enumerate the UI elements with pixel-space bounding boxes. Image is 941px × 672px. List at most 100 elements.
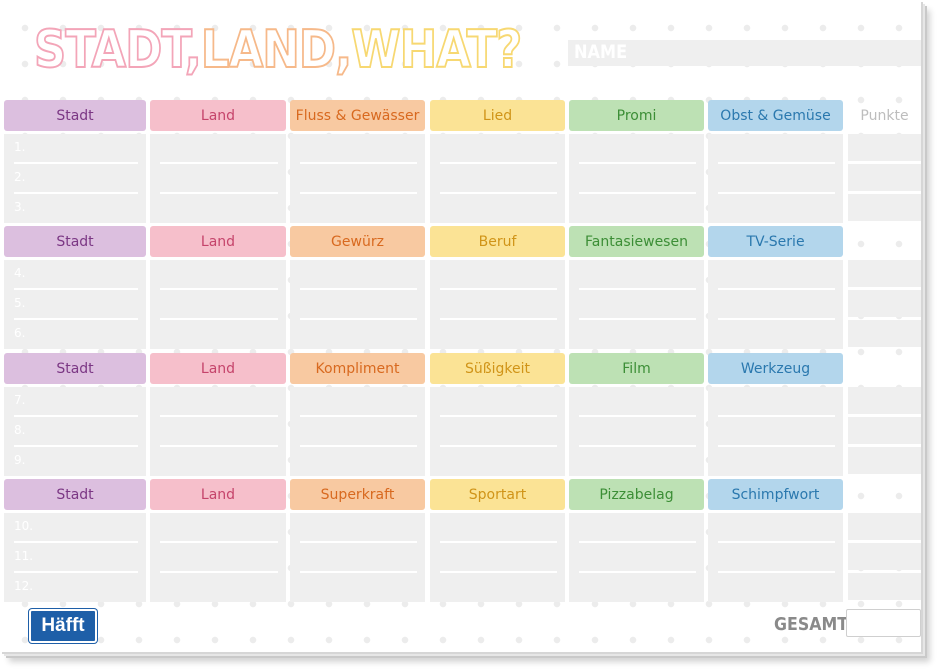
gesamt-total-field[interactable] xyxy=(846,609,921,637)
category-header: Stadt xyxy=(4,479,146,510)
answer-cell[interactable] xyxy=(4,513,146,602)
row-divider xyxy=(14,162,138,164)
row-divider xyxy=(440,288,557,290)
row-divider xyxy=(718,162,835,164)
row-divider xyxy=(579,288,696,290)
category-header: Fantasiewesen xyxy=(569,226,704,257)
answer-cell[interactable] xyxy=(708,134,843,223)
row-number: 3. xyxy=(14,200,26,214)
row-divider xyxy=(14,415,138,417)
answer-cell[interactable] xyxy=(290,134,425,223)
gesamt-label: GESAMT: xyxy=(774,614,854,635)
row-divider xyxy=(300,318,417,320)
row-divider xyxy=(160,318,278,320)
answer-cell[interactable] xyxy=(150,513,286,602)
answer-cell[interactable] xyxy=(290,513,425,602)
row-number: 4. xyxy=(14,266,26,280)
name-field[interactable]: NAME xyxy=(568,40,921,66)
points-cell[interactable] xyxy=(848,543,921,570)
row-divider xyxy=(579,445,696,447)
row-divider xyxy=(440,571,557,573)
points-cell[interactable] xyxy=(848,320,921,347)
category-header: TV-Serie xyxy=(708,226,843,257)
answer-cell[interactable] xyxy=(4,387,146,476)
row-divider xyxy=(718,541,835,543)
points-cell[interactable] xyxy=(848,513,921,540)
row-divider xyxy=(14,288,138,290)
answer-cell[interactable] xyxy=(569,134,704,223)
answer-cell[interactable] xyxy=(290,387,425,476)
row-divider xyxy=(300,288,417,290)
answer-cell[interactable] xyxy=(430,134,565,223)
row-divider xyxy=(440,445,557,447)
row-number: 1. xyxy=(14,140,26,154)
row-divider xyxy=(300,571,417,573)
category-header: Stadt xyxy=(4,353,146,384)
answer-cell[interactable] xyxy=(4,134,146,223)
answer-cell[interactable] xyxy=(430,260,565,349)
category-header: Stadt xyxy=(4,226,146,257)
answer-cell[interactable] xyxy=(708,387,843,476)
points-cell[interactable] xyxy=(848,387,921,414)
haefft-logo: Häfft xyxy=(29,609,97,643)
category-header: Promi xyxy=(569,100,704,131)
row-number: 11. xyxy=(14,549,34,563)
category-header: Kompliment xyxy=(290,353,425,384)
row-divider xyxy=(300,415,417,417)
row-divider xyxy=(14,571,138,573)
sheet-title: STADT,LAND,WHAT? xyxy=(33,19,523,81)
row-divider xyxy=(579,192,696,194)
answer-cell[interactable] xyxy=(569,387,704,476)
category-header: Land xyxy=(150,226,286,257)
row-divider xyxy=(300,445,417,447)
answer-cell[interactable] xyxy=(430,513,565,602)
row-number: 2. xyxy=(14,170,26,184)
answer-cell[interactable] xyxy=(708,513,843,602)
answer-cell[interactable] xyxy=(4,260,146,349)
category-header: Sportart xyxy=(430,479,565,510)
answer-cell[interactable] xyxy=(430,387,565,476)
points-cell[interactable] xyxy=(848,573,921,600)
game-sheet: STADT,LAND,WHAT? NAME Punkte Stadt Land Fl… xyxy=(0,0,921,652)
row-divider xyxy=(14,192,138,194)
row-divider xyxy=(718,571,835,573)
row-divider xyxy=(300,541,417,543)
row-divider xyxy=(300,162,417,164)
answer-cell[interactable] xyxy=(150,260,286,349)
points-cell[interactable] xyxy=(848,447,921,474)
answer-cell[interactable] xyxy=(150,387,286,476)
answer-cell[interactable] xyxy=(569,260,704,349)
row-divider xyxy=(14,541,138,543)
row-divider xyxy=(160,445,278,447)
points-cell[interactable] xyxy=(848,260,921,287)
category-header: Pizzabelag xyxy=(569,479,704,510)
row-divider xyxy=(160,192,278,194)
points-cell[interactable] xyxy=(848,194,921,221)
row-divider xyxy=(440,318,557,320)
points-cell[interactable] xyxy=(848,134,921,161)
answer-cell[interactable] xyxy=(569,513,704,602)
row-divider xyxy=(718,192,835,194)
points-cell[interactable] xyxy=(848,417,921,444)
row-divider xyxy=(579,571,696,573)
category-header: Gewürz xyxy=(290,226,425,257)
points-cell[interactable] xyxy=(848,290,921,317)
answer-cell[interactable] xyxy=(290,260,425,349)
answer-cell[interactable] xyxy=(150,134,286,223)
name-label: NAME xyxy=(574,41,628,63)
category-header: Obst & Gemüse xyxy=(708,100,843,131)
category-header: Land xyxy=(150,353,286,384)
row-divider xyxy=(440,415,557,417)
row-divider xyxy=(718,318,835,320)
row-divider xyxy=(579,162,696,164)
row-divider xyxy=(440,192,557,194)
punkte-label: Punkte xyxy=(860,107,909,124)
points-cell[interactable] xyxy=(848,164,921,191)
row-number: 8. xyxy=(14,423,26,437)
answer-cell[interactable] xyxy=(708,260,843,349)
category-header: Superkraft xyxy=(290,479,425,510)
category-header: Land xyxy=(150,479,286,510)
row-divider xyxy=(14,318,138,320)
row-divider xyxy=(579,415,696,417)
category-header: Fluss & Gewässer xyxy=(290,100,425,131)
